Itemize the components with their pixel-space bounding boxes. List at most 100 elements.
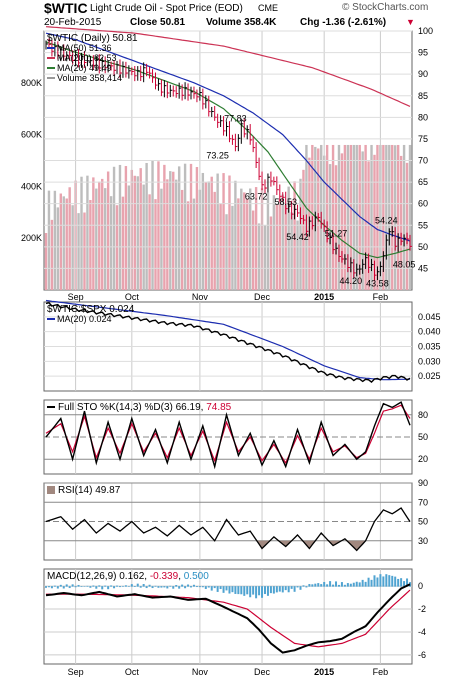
macd-histogram-bar xyxy=(71,584,74,587)
volume-bar xyxy=(222,173,225,290)
macd-histogram-bar xyxy=(311,584,314,587)
volume-bar xyxy=(373,154,376,290)
bottom-x-tick-label: Nov xyxy=(192,667,209,677)
rsi-y-tick-label: 50 xyxy=(418,517,428,527)
volume-bar xyxy=(263,225,267,290)
volume-bar xyxy=(172,171,175,290)
ratio-panel-title: $WTIC:$SPX 0.024 xyxy=(47,304,135,315)
macd-histogram-bar xyxy=(272,586,275,594)
volume-bar xyxy=(251,210,255,290)
macd-histogram-bar xyxy=(281,586,284,593)
price-y-tick-label: 55 xyxy=(418,220,428,230)
macd-histogram-bar xyxy=(160,586,163,588)
rsi-panel-title: RSI(14) 49.87 xyxy=(58,485,121,496)
macd-histogram-bar xyxy=(169,585,172,587)
macd-histogram-bar xyxy=(127,586,130,587)
macd-histogram-bar xyxy=(335,581,338,587)
volume-bar xyxy=(237,198,240,290)
sto-y-tick-label: 50 xyxy=(418,432,428,442)
price-y-tick-label: 85 xyxy=(418,91,428,101)
volume-bar xyxy=(355,144,358,290)
macd-histogram-bar xyxy=(184,586,187,589)
macd-histogram-bar xyxy=(175,585,178,587)
macd-y-tick-label: -2 xyxy=(418,604,426,614)
volume-bar xyxy=(83,212,86,290)
macd-histogram-bar xyxy=(118,586,121,588)
volume-bar xyxy=(50,219,54,290)
macd-histogram-bar xyxy=(370,579,373,587)
macd-histogram-bar xyxy=(201,586,204,588)
macd-histogram-bar xyxy=(340,582,343,587)
ratio-y-tick-label: 0.030 xyxy=(418,356,441,366)
macd-histogram-bar xyxy=(190,586,193,588)
macd-histogram-bar xyxy=(142,584,145,587)
macd-histogram-bar xyxy=(86,585,89,587)
macd-histogram-bar xyxy=(130,584,133,587)
macd-histogram-bar xyxy=(234,586,237,594)
price-annotation: 58.53 xyxy=(274,197,297,207)
price-y-tick-label: 100 xyxy=(418,26,433,36)
rsi-y-tick-label: 90 xyxy=(418,478,428,488)
volume-bar xyxy=(177,166,181,290)
volume-bar xyxy=(124,166,128,290)
macd-histogram-bar xyxy=(287,586,290,593)
price-legend-item: MA(20) 49.49 xyxy=(57,63,112,73)
volume-bar xyxy=(201,172,205,290)
volume-bar xyxy=(71,205,74,290)
legend-swatch xyxy=(47,486,55,494)
ma50-line xyxy=(45,32,411,242)
macd-histogram-bar xyxy=(145,586,148,589)
macd-histogram-bar xyxy=(397,578,400,587)
stockcharts-watermark: © StockCharts.com xyxy=(342,2,429,13)
volume-bar xyxy=(207,181,210,290)
volume-bar xyxy=(189,163,193,290)
volume-bar xyxy=(331,144,335,290)
volume-bar xyxy=(121,196,125,290)
volume-bar xyxy=(145,162,148,290)
volume-label: Volume 358.4K xyxy=(206,17,277,28)
volume-bar xyxy=(281,194,284,290)
macd-histogram-bar xyxy=(302,585,305,587)
volume-bar xyxy=(254,187,258,290)
volume-bar xyxy=(115,205,119,290)
macd-histogram-bar xyxy=(349,583,352,587)
price-x-tick-label: Nov xyxy=(192,292,209,302)
macd-histogram-bar xyxy=(228,586,231,594)
macd-histogram-bar xyxy=(258,586,261,596)
macd-histogram-bar xyxy=(406,578,409,587)
macd-histogram-bar xyxy=(249,586,252,598)
price-x-tick-label: Oct xyxy=(125,292,140,302)
price-annotation: 48.05 xyxy=(393,259,416,269)
macd-histogram-bar xyxy=(237,586,240,595)
macd-histogram-bar xyxy=(157,586,160,588)
volume-bar xyxy=(154,199,157,290)
macd-histogram-bar xyxy=(83,586,86,587)
volume-bar xyxy=(231,205,234,290)
price-annotation: 44.20 xyxy=(340,276,363,286)
volume-bar xyxy=(142,184,145,290)
macd-histogram-bar xyxy=(116,585,119,587)
volume-bar xyxy=(139,168,142,290)
macd-histogram-bar xyxy=(219,586,222,590)
macd-histogram-bar xyxy=(216,586,219,592)
volume-bar xyxy=(180,189,184,290)
macd-histogram-bar xyxy=(364,581,367,587)
macd-histogram-bar xyxy=(207,586,210,588)
macd-histogram-bar xyxy=(59,584,62,587)
macd-histogram-bar xyxy=(195,586,198,588)
macd-histogram-bar xyxy=(178,586,181,589)
rsi-y-tick-label: 70 xyxy=(418,497,428,507)
volume-bar xyxy=(257,223,261,290)
volume-bar xyxy=(148,194,151,290)
volume-bar xyxy=(284,205,287,290)
volume-bar xyxy=(334,165,338,290)
bottom-x-tick-label: Oct xyxy=(125,667,140,677)
volume-y-tick-label: 600K xyxy=(21,130,42,140)
ratio-legend-item: MA(20) 0.024 xyxy=(57,314,112,324)
macd-histogram-bar xyxy=(352,582,355,587)
volume-bar xyxy=(382,144,385,290)
macd-histogram-bar xyxy=(68,586,71,589)
volume-bar xyxy=(269,216,273,290)
volume-bar xyxy=(349,144,353,290)
